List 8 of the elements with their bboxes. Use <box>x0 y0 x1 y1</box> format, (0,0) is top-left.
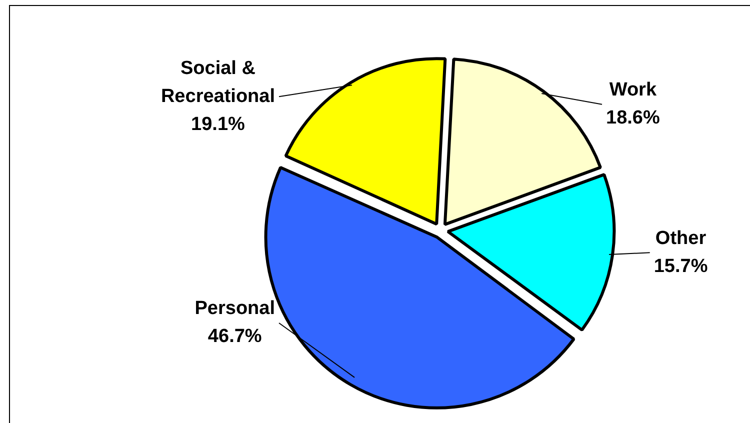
data-label: 15.7% <box>654 256 708 277</box>
slice-label: Personal <box>194 298 276 320</box>
data-label: 46.7% <box>208 326 262 348</box>
data-label: 18.6% <box>606 108 660 129</box>
slice-label: Work <box>609 80 657 101</box>
slice-label: Other <box>655 228 707 249</box>
slice-label: Social & Recreational <box>160 58 275 107</box>
data-label: 19.1% <box>191 114 246 135</box>
